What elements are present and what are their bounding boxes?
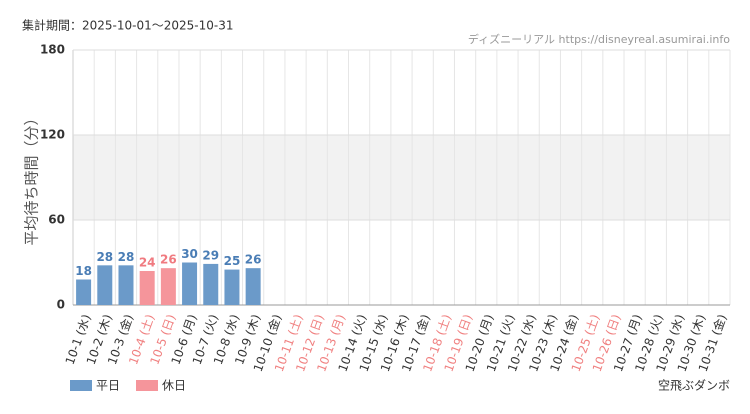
chart-title: 集計期間：2025-10-01～2025-10-31 bbox=[22, 18, 233, 33]
value-label: 28 bbox=[118, 250, 135, 264]
legend-label: 休日 bbox=[162, 379, 186, 393]
bar bbox=[203, 263, 219, 305]
bar bbox=[139, 271, 155, 305]
y-tick-label: 60 bbox=[48, 213, 65, 227]
y-axis-label: 平均待ち時間（分） bbox=[23, 110, 41, 245]
bar bbox=[160, 268, 176, 305]
y-tick-label: 180 bbox=[40, 43, 65, 57]
value-label: 28 bbox=[96, 250, 113, 264]
bar bbox=[182, 262, 198, 305]
y-tick-label: 0 bbox=[57, 298, 65, 312]
bar bbox=[76, 279, 92, 305]
bar bbox=[224, 269, 240, 305]
value-label: 18 bbox=[75, 264, 92, 278]
value-label: 25 bbox=[224, 254, 241, 268]
footnote: 空飛ぶダンボ bbox=[658, 378, 730, 393]
value-label: 30 bbox=[181, 247, 198, 261]
legend-swatch bbox=[70, 380, 92, 391]
legend-label: 平日 bbox=[96, 379, 120, 393]
bar bbox=[118, 265, 134, 305]
value-label: 24 bbox=[139, 256, 156, 270]
band bbox=[73, 135, 730, 220]
value-label: 26 bbox=[245, 253, 262, 267]
bar bbox=[97, 265, 113, 305]
bar bbox=[245, 268, 261, 305]
legend-swatch bbox=[136, 380, 158, 391]
y-tick-label: 120 bbox=[40, 128, 65, 142]
value-label: 26 bbox=[160, 253, 177, 267]
value-label: 29 bbox=[202, 248, 219, 262]
source: ディズニーリアル https://disneyreal.asumirai.inf… bbox=[468, 32, 730, 46]
